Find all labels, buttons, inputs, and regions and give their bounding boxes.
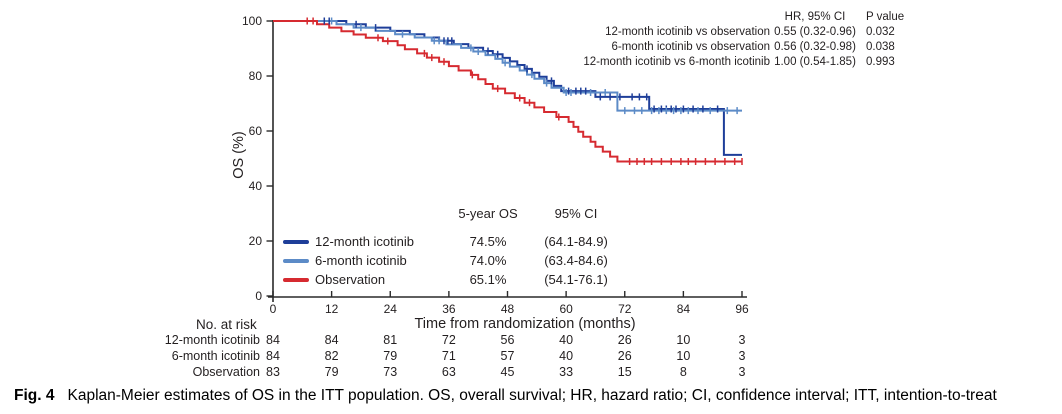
at-risk-count: 45: [500, 365, 515, 379]
at-risk-counts: 84 84 81 72 56 40 26 10 3: [0, 333, 1062, 348]
legend-line-swatch: [283, 239, 309, 244]
at-risk-count: 10: [676, 349, 691, 363]
at-risk-row: Observation 83 79 73 63 45 33 15 8 3: [0, 365, 1062, 380]
hr-table: HR, 95% CI P value 12-month icotinib vs …: [430, 10, 920, 70]
at-risk-count: 72: [441, 333, 456, 347]
km-curve-observation: [273, 20, 742, 163]
at-risk-row-label: 12-month icotinib: [164, 333, 260, 347]
at-risk-count: 40: [559, 349, 574, 363]
at-risk-count: 84: [324, 333, 339, 347]
p-value: 0.032: [866, 26, 895, 38]
at-risk-count: 57: [500, 349, 515, 363]
p-column-header: P value: [866, 11, 905, 23]
x-tick-label: 48: [501, 302, 515, 316]
ci-value: (64.1-84.9): [544, 234, 608, 249]
at-risk-count: 84: [266, 349, 280, 363]
at-risk-count: 8: [679, 365, 687, 379]
at-risk-count: 79: [383, 349, 398, 363]
y-tick-label: 40: [249, 179, 263, 193]
at-risk-row-label: Observation: [192, 365, 260, 379]
at-risk-count: 15: [617, 365, 632, 379]
y-tick-label: 60: [249, 124, 263, 138]
at-risk-count: 3: [738, 365, 746, 379]
legend: 5-year OS 95% CI 12-month icotinib 74.5%…: [283, 206, 623, 289]
figure-number: Fig. 4: [14, 387, 55, 404]
x-axis-title: Time from randomization (months): [414, 316, 635, 332]
at-risk-count: 3: [738, 333, 746, 347]
y-axis-title: OS (%): [231, 131, 247, 179]
legend-series-label: 6-month icotinib: [315, 253, 407, 268]
x-tick-label: 36: [442, 302, 456, 316]
at-risk-row: 12-month icotinib 84 84 81 72 56 40 26 10 3: [0, 333, 1062, 348]
at-risk-count: 26: [617, 333, 632, 347]
km-curve-6-month-icotinib: [273, 20, 742, 112]
y-tick-label: 20: [249, 234, 263, 248]
at-risk-title: No. at risk: [196, 317, 257, 332]
x-tick-label: 72: [618, 302, 632, 316]
hr-header-spacer: [430, 10, 770, 25]
legend-series-label: Observation: [315, 272, 386, 287]
at-risk-count: 40: [559, 333, 574, 347]
at-risk-count: 56: [500, 333, 515, 347]
at-risk-count: 83: [266, 365, 280, 379]
at-risk-count: 3: [738, 349, 746, 363]
five-year-os-value: 74.0%: [469, 253, 507, 268]
five-year-os-value: 74.5%: [469, 234, 507, 249]
p-value: 0.038: [866, 41, 895, 53]
x-tick-label: 60: [559, 302, 573, 316]
hr-column-header: HR, 95% CI: [784, 11, 846, 23]
figure-caption: Fig. 4 Kaplan-Meier estimates of OS in th…: [14, 387, 997, 405]
at-risk-count: 10: [676, 333, 691, 347]
hr-value: 0.56 (0.32-0.98): [774, 41, 856, 53]
x-tick-label: 24: [384, 302, 398, 316]
hr-row-label: 12-month icotinib vs observation: [605, 26, 770, 38]
at-risk-counts: 83 79 73 63 45 33 15 8 3: [0, 365, 1062, 380]
hr-value: 1.00 (0.54-1.85): [774, 56, 856, 68]
x-tick-label: 12: [325, 302, 339, 316]
p-value: 0.993: [866, 56, 895, 68]
x-tick-label: 84: [677, 302, 691, 316]
hr-row-label: 12-month icotinib vs 6-month icotinib: [583, 56, 770, 68]
x-tick-label: 96: [735, 302, 749, 316]
x-axis-ticks: 0 12 24 36 48 60 72 84 96: [270, 291, 749, 316]
km-curves: [273, 20, 742, 163]
at-risk-count: 33: [559, 365, 574, 379]
at-risk-row: 6-month icotinib 84 82 79 71 57 40 26 10 3: [0, 349, 1062, 364]
at-risk-count: 73: [383, 365, 398, 379]
x-tick-label: 0: [270, 302, 277, 316]
legend-series-label: 12-month icotinib: [315, 234, 414, 249]
at-risk-count: 26: [617, 349, 632, 363]
at-risk-counts: 84 82 79 71 57 40 26 10 3: [0, 349, 1062, 364]
at-risk-count: 63: [441, 365, 456, 379]
at-risk-count: 81: [383, 333, 398, 347]
at-risk-count: 79: [324, 365, 339, 379]
at-risk-count: 82: [324, 349, 339, 363]
y-tick-label: 80: [249, 69, 263, 83]
y-tick-label: 0: [255, 289, 262, 303]
ci-header: 95% CI: [554, 206, 598, 221]
legend-line-swatch: [283, 258, 309, 263]
at-risk-count: 84: [266, 333, 280, 347]
y-axis-ticks: 0 20 40 60 80 100: [242, 14, 273, 303]
ci-value: (63.4-84.6): [544, 253, 608, 268]
hr-row-label: 6-month icotinib vs observation: [611, 41, 770, 53]
ci-value: (54.1-76.1): [544, 272, 608, 287]
five-year-os-header: 5-year OS: [458, 206, 518, 221]
caption-text: Kaplan-Meier estimates of OS in the ITT …: [67, 387, 997, 404]
y-tick-label: 100: [242, 14, 262, 28]
at-risk-row-label: 6-month icotinib: [171, 349, 260, 363]
five-year-os-value: 65.1%: [469, 272, 507, 287]
censor-marks: [306, 17, 743, 165]
legend-line-swatch: [283, 277, 309, 282]
hr-value: 0.55 (0.32-0.96): [774, 26, 856, 38]
at-risk-count: 71: [441, 349, 456, 363]
